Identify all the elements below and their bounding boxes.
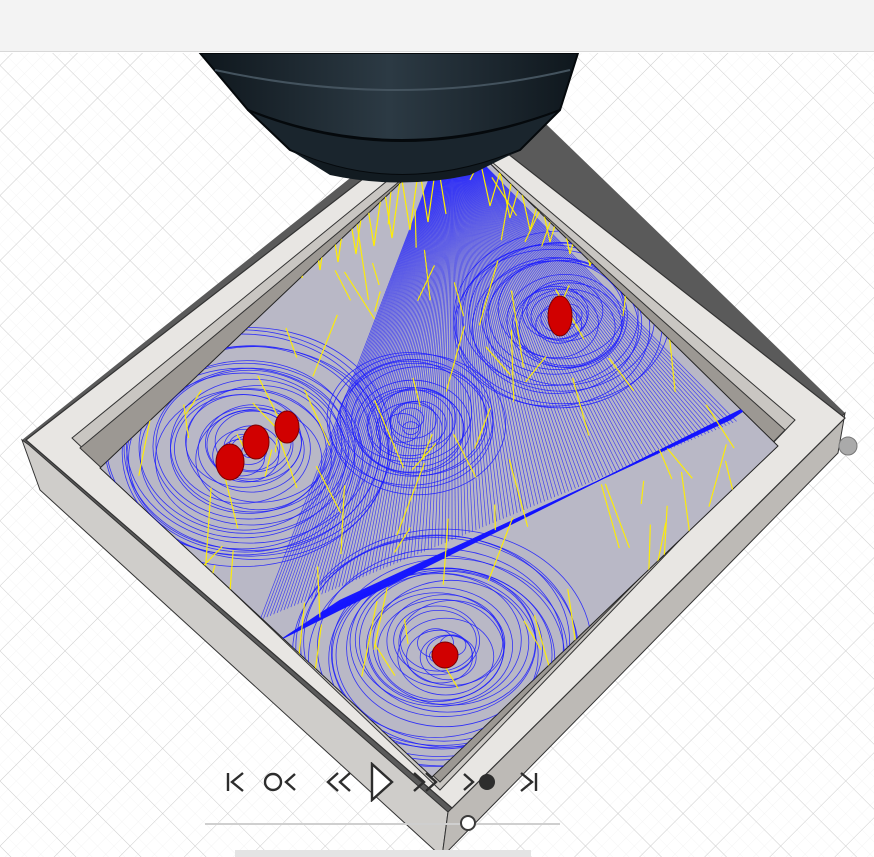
skip-start-icon (226, 772, 244, 792)
plunge-marker (431, 641, 459, 669)
skip-end-icon (520, 772, 538, 792)
fast-forward-icon (413, 772, 438, 792)
previous-operation-button[interactable] (262, 762, 302, 802)
plunge-marker (242, 424, 270, 460)
jump-to-start-button[interactable] (222, 762, 250, 802)
next-operation-button[interactable] (458, 762, 500, 802)
play-icon (370, 762, 394, 802)
timeline-scrubber-handle[interactable] (460, 815, 476, 831)
play-button[interactable] (368, 762, 396, 802)
step-back-icon (263, 772, 296, 792)
playback-controls (222, 762, 542, 802)
top-toolbar (0, 0, 874, 52)
timeline-scrubber-track[interactable] (205, 823, 560, 825)
axis-origin-marker (838, 436, 858, 456)
tool-holder[interactable] (198, 53, 580, 183)
jump-to-end-button[interactable] (514, 762, 542, 802)
3d-viewport[interactable] (0, 53, 874, 857)
plunge-marker (547, 295, 573, 337)
plunge-markers (215, 295, 573, 669)
step-forward-button[interactable] (406, 762, 442, 802)
step-next-icon (463, 773, 495, 791)
plunge-marker (274, 410, 300, 444)
step-backward-button[interactable] (322, 762, 358, 802)
simulation-canvas[interactable] (0, 53, 874, 857)
plunge-marker (215, 443, 245, 481)
rewind-icon (326, 772, 351, 792)
bottom-panel-edge (235, 850, 531, 857)
